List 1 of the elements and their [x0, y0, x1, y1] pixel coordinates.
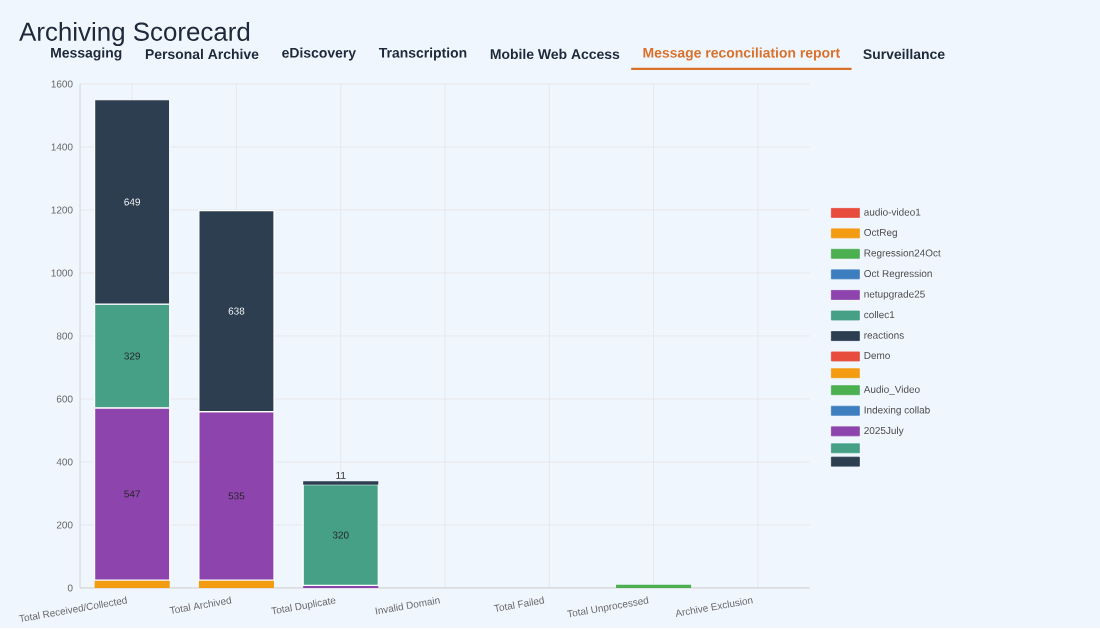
chart-title: Archiving Scorecard — [19, 21, 250, 47]
